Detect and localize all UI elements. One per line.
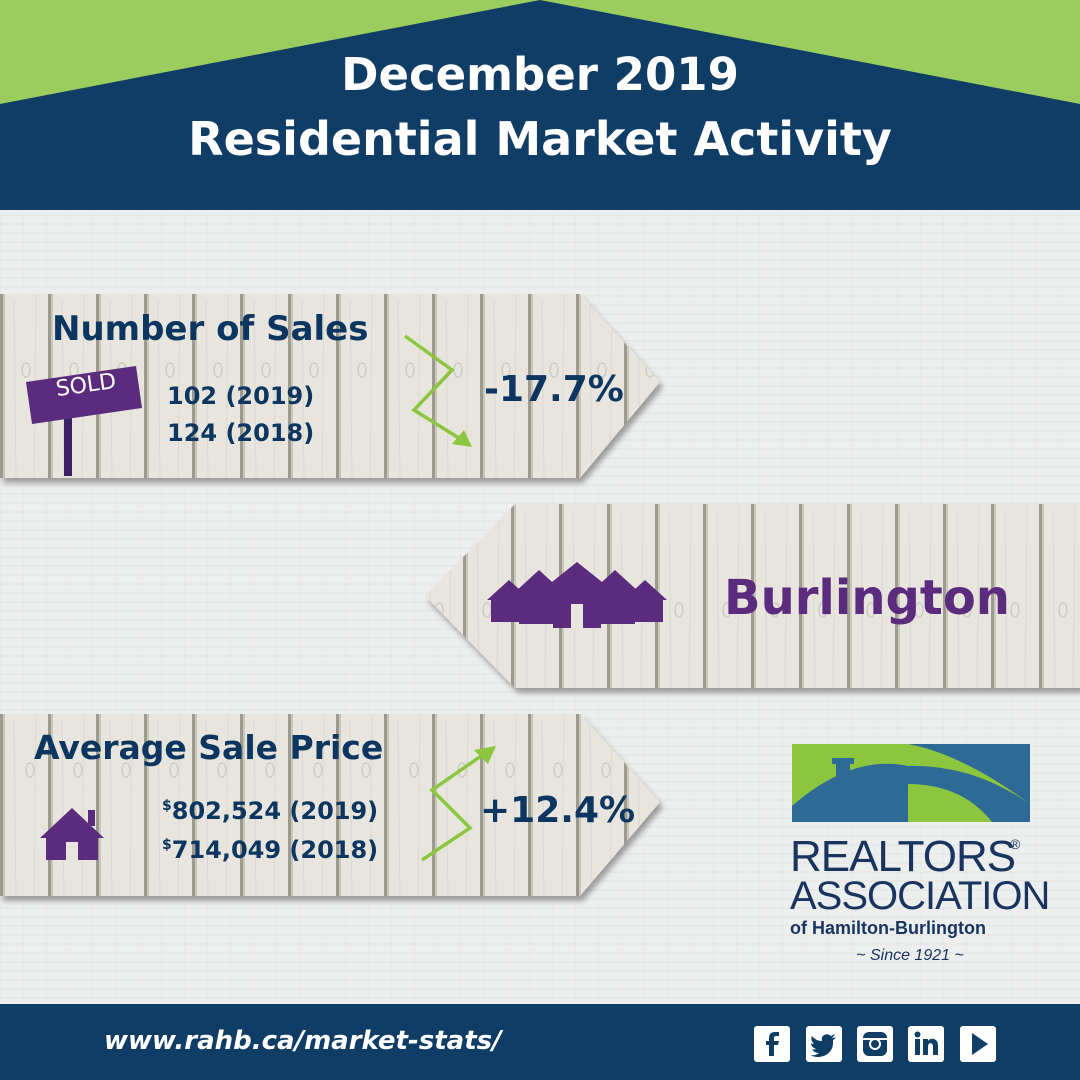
currency-symbol: $ <box>162 798 172 814</box>
trend-down-arrow <box>403 334 463 442</box>
price-title: Average Sale Price <box>34 728 384 767</box>
houses-icon <box>487 562 667 628</box>
youtube-icon[interactable] <box>960 1026 996 1062</box>
header-roof-right <box>540 0 1080 104</box>
footer-url-link[interactable]: www.rahb.ca/market-stats/ <box>104 1026 502 1056</box>
price-2019-value: 802,524 (2019) <box>171 797 379 825</box>
linkedin-icon[interactable] <box>908 1026 944 1062</box>
sales-2019: 102 (2019) <box>167 382 315 410</box>
trend-up-arrow <box>421 752 485 862</box>
sales-change: -17.7% <box>484 369 624 410</box>
logo-since: ~ Since 1921 ~ <box>856 947 964 964</box>
instagram-icon[interactable] <box>857 1026 893 1062</box>
page-title-line1: December 2019 <box>341 48 739 101</box>
logo-association: ASSOCIATION <box>790 874 1050 918</box>
twitter-icon[interactable] <box>806 1026 842 1062</box>
city-sign: Burlington <box>415 500 1080 700</box>
sales-sign: Number of Sales SOLD 102 (2019) 124 (201… <box>0 290 670 490</box>
logo-of-hamilton-burlington: of Hamilton-Burlington <box>790 918 986 938</box>
price-change: +12.4% <box>480 790 636 831</box>
page-title-line2: Residential Market Activity <box>188 112 892 166</box>
currency-symbol: $ <box>162 837 172 853</box>
price-2019: $802,524 (2019) <box>162 797 378 825</box>
sales-2018: 124 (2018) <box>167 419 315 447</box>
logo-realtors: REALTORS <box>790 832 1016 881</box>
sold-sign-icon <box>26 366 142 476</box>
logo-registered-mark: ® <box>1010 836 1021 852</box>
price-2018: $714,049 (2018) <box>162 836 378 864</box>
city-name: Burlington <box>724 570 1010 626</box>
header-banner <box>0 0 1080 210</box>
price-sign: Average Sale Price $802,524 (2019) $714,… <box>0 710 670 910</box>
sales-title: Number of Sales <box>52 309 369 349</box>
rahb-logo-icon <box>792 744 1030 822</box>
footer: www.rahb.ca/market-stats/ <box>0 1004 1080 1080</box>
price-2018-value: 714,049 (2018) <box>171 836 379 864</box>
house-icon <box>40 808 104 860</box>
header-roof-left <box>0 0 540 104</box>
facebook-icon[interactable] <box>754 1026 790 1062</box>
